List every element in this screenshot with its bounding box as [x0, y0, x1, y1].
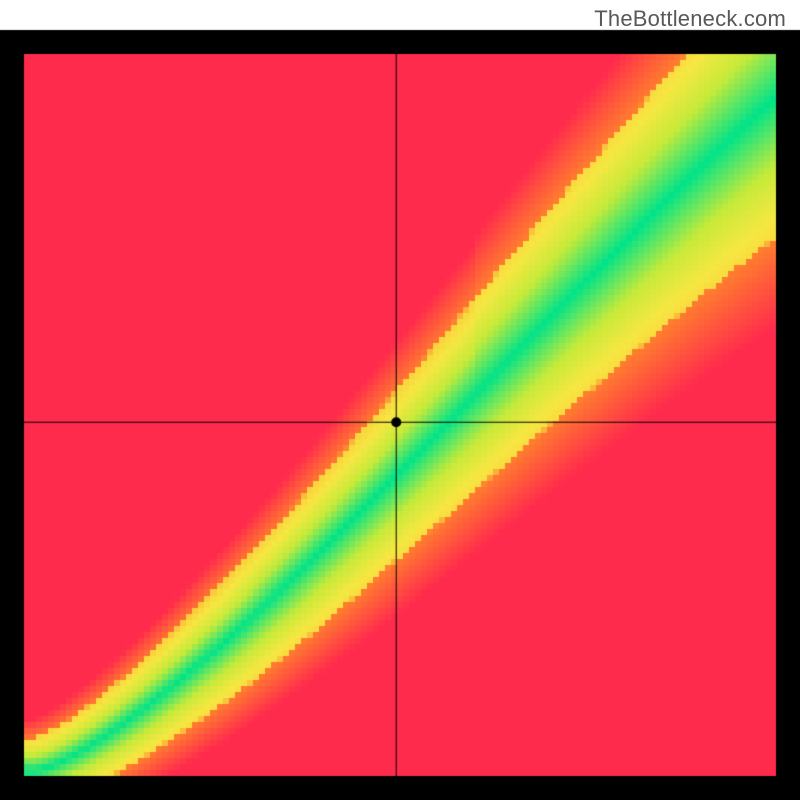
heatmap-canvas	[0, 0, 800, 800]
chart-container: TheBottleneck.com	[0, 0, 800, 800]
watermark-text: TheBottleneck.com	[594, 6, 786, 32]
